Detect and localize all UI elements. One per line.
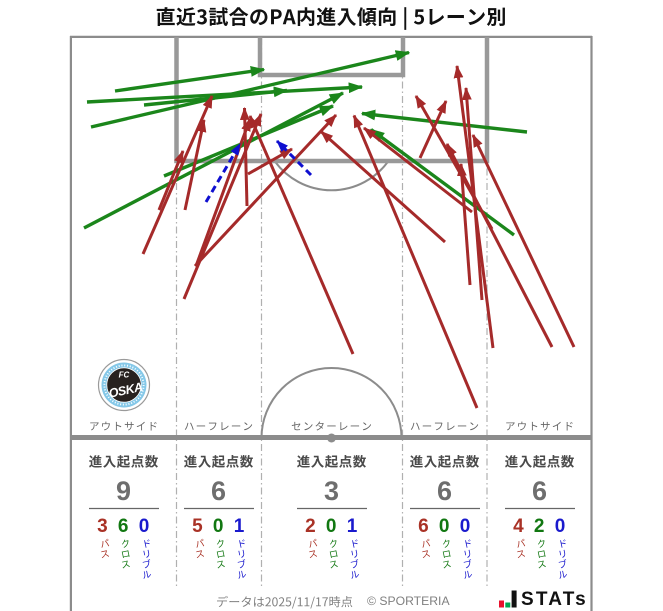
svg-text:FC: FC [119,371,130,380]
